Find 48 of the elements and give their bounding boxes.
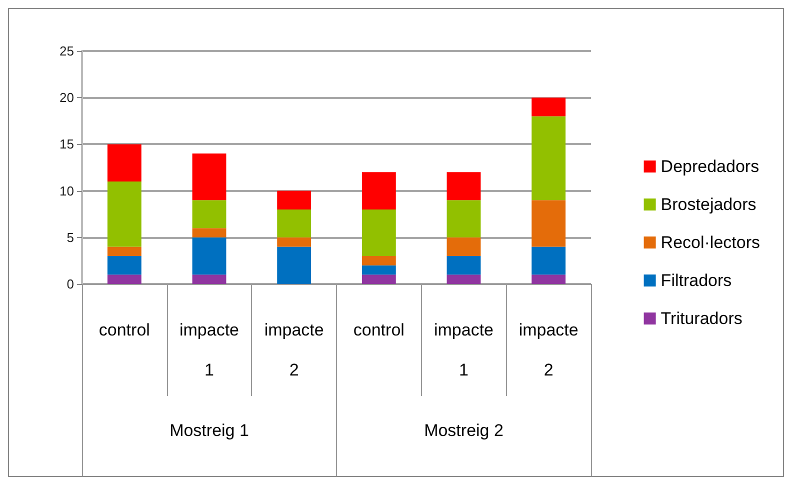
bar (532, 116, 566, 200)
bar (107, 274, 142, 284)
bar (446, 172, 481, 200)
bar (277, 190, 312, 210)
bar (192, 200, 226, 228)
legend-label: Filtradors (660, 271, 732, 290)
bar (446, 237, 481, 256)
text: Mostreig 1 (170, 421, 249, 440)
bar (192, 237, 226, 275)
bar (362, 274, 396, 284)
bar (532, 98, 566, 116)
bar (277, 237, 312, 247)
y-tick-label: 15 (60, 136, 74, 152)
bar (362, 172, 396, 210)
bar (192, 154, 226, 200)
bar (446, 274, 481, 284)
bar (107, 144, 142, 182)
y-tick-label: 5 (66, 230, 74, 245)
bar (446, 256, 481, 275)
bar (532, 200, 566, 247)
bar (107, 256, 142, 275)
bar (107, 246, 142, 256)
y-tick-label: 20 (60, 90, 74, 106)
legend-label: Brostejadors (660, 195, 756, 214)
legend-label: Trituradors (660, 309, 742, 328)
bar (192, 228, 226, 238)
category-label: impacte 1 (179, 320, 240, 380)
y-tick-label: 0 (66, 276, 74, 292)
legend-label: Recol·lectors (660, 233, 760, 252)
category-label: impacte 2 (264, 320, 324, 380)
bar (192, 274, 226, 284)
x-tick-label: control (353, 320, 404, 340)
bar (107, 181, 142, 247)
x-tick-label: control (98, 320, 150, 340)
bar (277, 246, 312, 284)
y-tick-label: 10 (60, 183, 74, 198)
y-tick-label: 25 (60, 44, 74, 58)
bar (362, 265, 396, 275)
bar (446, 200, 481, 238)
bar (362, 209, 396, 256)
bar (532, 246, 566, 275)
bar (532, 274, 566, 284)
legend-label: Depredadors (660, 157, 760, 176)
text: Mostreig 2 (424, 421, 504, 440)
category-label: impacte 1 (434, 320, 494, 380)
bar (362, 256, 396, 266)
category-label: impacte 2 (518, 320, 578, 380)
bar (277, 209, 312, 238)
